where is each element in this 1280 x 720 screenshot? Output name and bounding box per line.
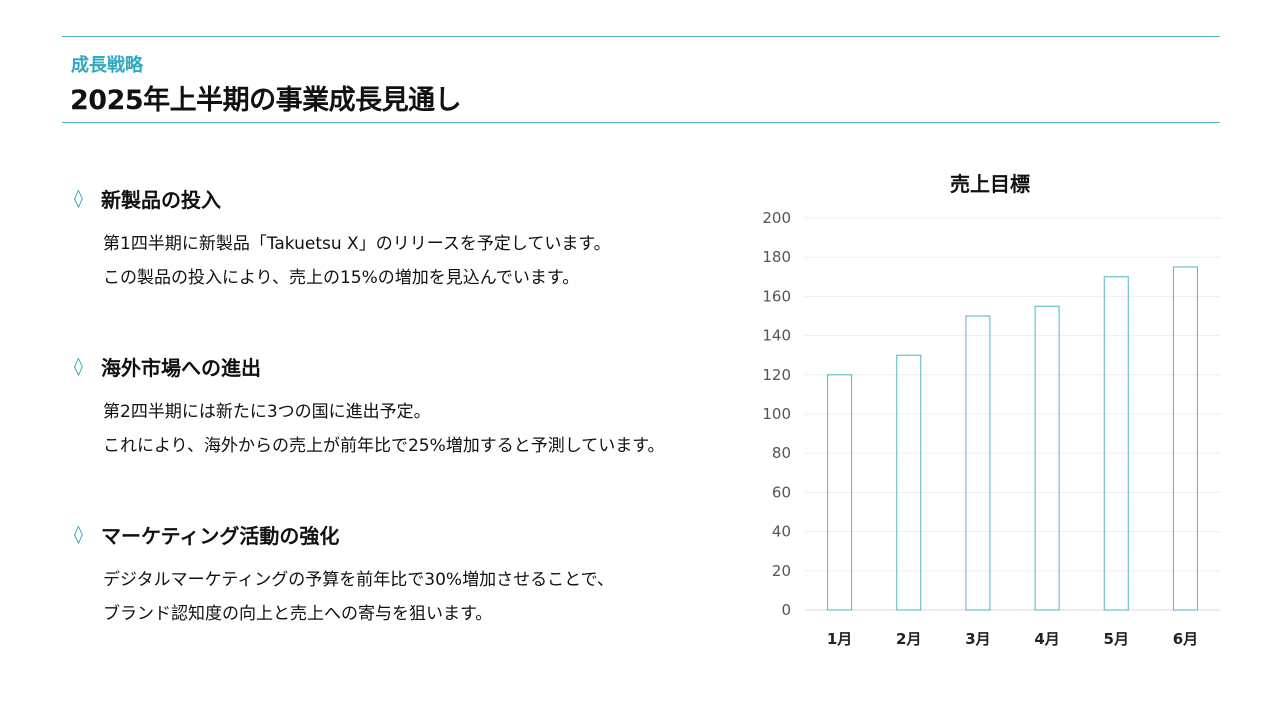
bar: [965, 315, 991, 611]
x-tick-label: 4月: [1034, 630, 1059, 648]
section-line: この製品の投入により、売上の15%の増加を見込んでいます。: [103, 268, 580, 288]
strategy-section-overseas: ◊ 海外市場への進出 第2四半期には新たに3つの国に進出予定。 これにより、海外…: [74, 351, 734, 463]
strategy-section-new-product: ◊ 新製品の投入 第1四半期に新製品「Takuetsu X」のリリースを予定して…: [74, 183, 734, 295]
y-tick-label: 180: [762, 248, 791, 266]
section-body: 第1四半期に新製品「Takuetsu X」のリリースを予定しています。 この製品…: [103, 227, 734, 295]
section-title: 海外市場への進出: [101, 355, 261, 380]
diamond-icon: ◊: [74, 355, 83, 377]
y-tick-label: 140: [762, 327, 791, 345]
section-eyebrow: 成長戦略: [71, 55, 143, 76]
diamond-icon: ◊: [74, 523, 83, 545]
y-tick-label: 100: [762, 405, 791, 423]
y-tick-label: 120: [762, 366, 791, 384]
section-title: 新製品の投入: [101, 187, 221, 212]
diamond-icon: ◊: [74, 187, 83, 209]
section-line: 第1四半期に新製品「Takuetsu X」のリリースを予定しています。: [103, 234, 611, 254]
bar: [1034, 305, 1060, 611]
y-tick-label: 200: [762, 209, 791, 227]
section-line: 第2四半期には新たに3つの国に進出予定。: [103, 402, 431, 422]
page-title: 2025年上半期の事業成長見通し: [70, 85, 462, 116]
bar: [1103, 276, 1129, 611]
header-bottom-rule: [62, 122, 1220, 123]
section-body: 第2四半期には新たに3つの国に進出予定。 これにより、海外からの売上が前年比で2…: [103, 395, 734, 463]
section-line: ブランド認知度の向上と売上への寄与を狙います。: [103, 604, 493, 624]
y-tick-label: 0: [781, 601, 791, 619]
x-tick-label: 5月: [1104, 630, 1129, 648]
section-line: これにより、海外からの売上が前年比で25%増加すると予測しています。: [103, 436, 665, 456]
chart-title: 売上目標: [950, 172, 1030, 196]
header-top-rule: [62, 36, 1220, 37]
bar-chart-svg: 0 20 40 60 80 100 120 140 160 180 200 1月 2月 3月 4月 5月 6月: [762, 209, 1220, 648]
y-tick-label: 80: [772, 444, 791, 462]
sales-target-chart: 売上目標 0 20 40 60 80 100 120 140 160 180 200 1月 2月 3月 4月…: [750, 160, 1240, 660]
x-tick-label: 6月: [1173, 630, 1198, 648]
section-title: マーケティング活動の強化: [101, 523, 340, 548]
y-tick-label: 20: [772, 562, 791, 580]
y-tick-label: 60: [772, 483, 791, 501]
section-line: デジタルマーケティングの予算を前年比で30%増加させることで、: [103, 570, 614, 590]
strategy-section-marketing: ◊ マーケティング活動の強化 デジタルマーケティングの予算を前年比で30%増加さ…: [74, 519, 734, 631]
bar: [896, 354, 922, 611]
x-tick-label: 1月: [827, 630, 852, 648]
bar: [827, 374, 853, 611]
y-tick-label: 160: [762, 287, 791, 305]
y-tick-label: 40: [772, 523, 791, 541]
x-tick-label: 2月: [896, 630, 921, 648]
section-body: デジタルマーケティングの予算を前年比で30%増加させることで、 ブランド認知度の…: [103, 563, 734, 631]
x-tick-label: 3月: [965, 630, 990, 648]
bar: [1172, 266, 1198, 611]
